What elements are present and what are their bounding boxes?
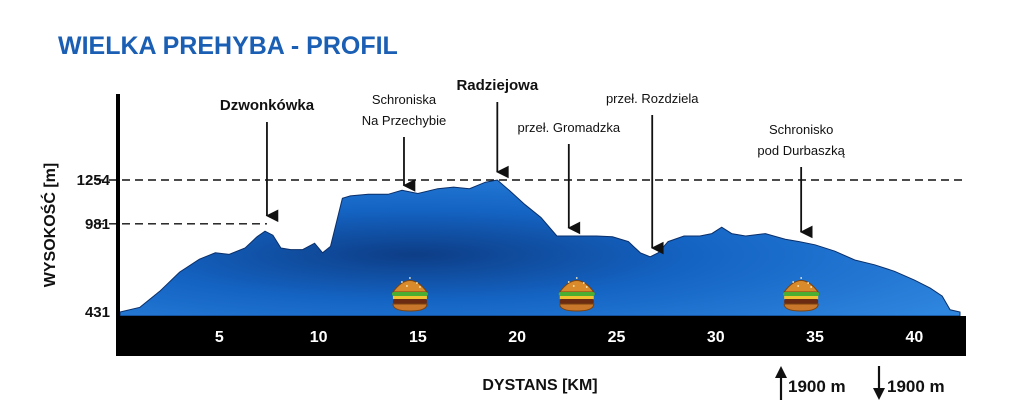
x-tick-label: 30 xyxy=(707,329,725,346)
annotation-label: Radziejowa xyxy=(456,77,538,94)
descent-value: 1900 m xyxy=(887,377,945,396)
x-tick-label: 25 xyxy=(608,329,626,346)
annotation-label: Dzwonkówka xyxy=(220,97,315,114)
annotation-label: Schroniska xyxy=(372,92,437,107)
descent-stat: 1900 m xyxy=(873,366,945,400)
burger-icon xyxy=(558,277,595,312)
peak-annotation: Schroniska Na Przechybie xyxy=(362,92,447,192)
y-tick-label: 981 xyxy=(85,216,110,233)
y-axis-label: WYSOKOŚĆ [m] xyxy=(40,163,59,287)
annotation-label: pod Durbaszką xyxy=(757,143,845,158)
x-axis-label: DYSTANS [KM] xyxy=(482,377,597,394)
x-ticks: 5 10 15 20 25 30 35 40 xyxy=(215,329,924,346)
y-tick-label: 431 xyxy=(85,304,110,321)
annotation-label: przeł. Rozdziela xyxy=(606,91,699,106)
x-axis-bar xyxy=(116,316,966,356)
burger-icon xyxy=(391,277,428,312)
peak-annotation: Schronisko pod Durbaszką xyxy=(757,122,846,239)
x-tick-label: 15 xyxy=(409,329,427,346)
peak-annotation: przeł. Gromadzka xyxy=(518,120,621,235)
x-tick-label: 20 xyxy=(508,329,526,346)
y-ticks: 431 981 1254 xyxy=(77,172,111,321)
peak-annotation: przeł. Rozdziela xyxy=(606,91,699,255)
x-tick-label: 5 xyxy=(215,329,224,346)
x-tick-label: 10 xyxy=(310,329,328,346)
ascent-value: 1900 m xyxy=(788,377,846,396)
chart-title: WIELKA PREHYBA - PROFIL xyxy=(58,32,398,60)
reference-lines xyxy=(96,179,964,225)
peak-annotation: Dzwonkówka xyxy=(220,97,315,223)
burger-icon xyxy=(783,277,820,312)
ascent-stat: 1900 m xyxy=(775,366,846,400)
x-tick-label: 35 xyxy=(806,329,824,346)
peak-annotation: Radziejowa xyxy=(456,77,539,179)
annotation-label: Na Przechybie xyxy=(362,113,447,128)
arrow-down-icon xyxy=(873,366,885,400)
annotation-label: Schronisko xyxy=(769,122,833,137)
elevation-area xyxy=(119,179,961,317)
y-tick-label: 1254 xyxy=(77,172,111,189)
arrow-up-icon xyxy=(775,366,787,400)
x-tick-label: 40 xyxy=(905,329,923,346)
food-stops xyxy=(391,277,820,312)
annotation-label: przeł. Gromadzka xyxy=(518,120,621,135)
annotations: Dzwonkówka Schroniska Na Przechybie Radziej… xyxy=(220,77,846,255)
